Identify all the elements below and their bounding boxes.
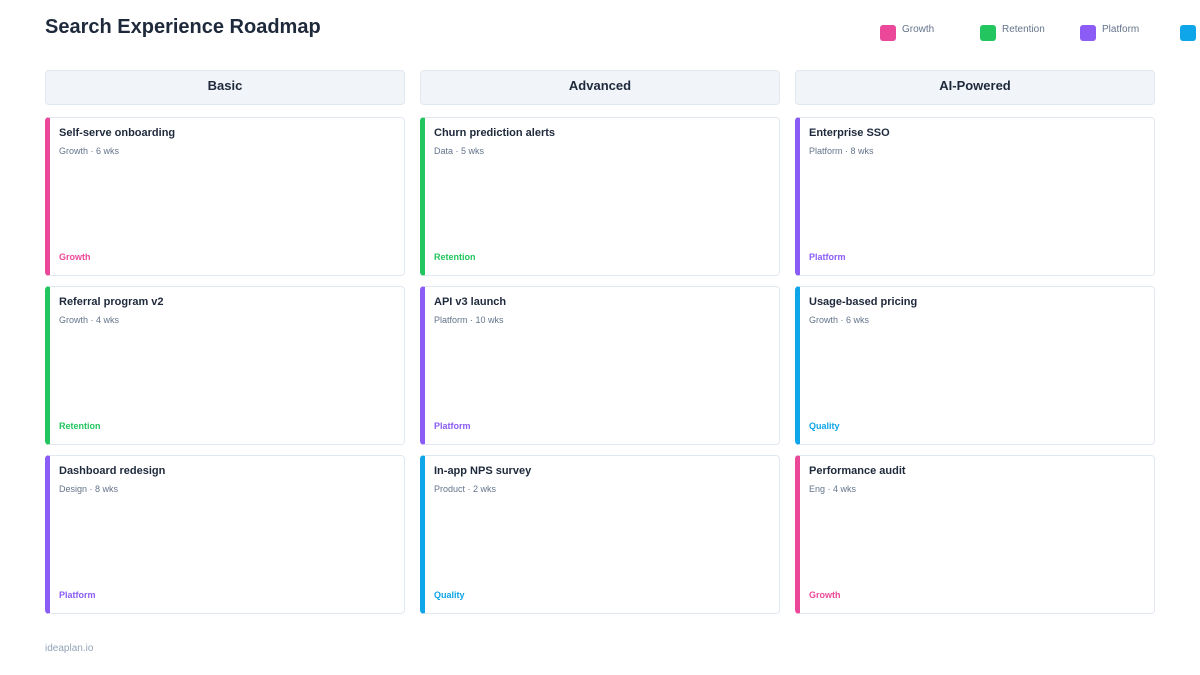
card-tag: Growth — [809, 590, 841, 600]
legend-item: Retention — [980, 24, 1080, 41]
card-meta: Design · 8 wks — [59, 484, 119, 494]
column-header: AI-Powered — [795, 70, 1155, 105]
card-title: Performance audit — [809, 465, 906, 477]
legend-swatch — [1180, 25, 1196, 41]
legend: Growth Retention Platform — [880, 24, 1200, 41]
column-ai-powered: AI-Powered Enterprise SSO Platform · 8 w… — [795, 70, 1155, 614]
card-tag: Retention — [434, 252, 476, 262]
roadmap-card[interactable]: API v3 launch Platform · 10 wks Platform — [420, 286, 780, 445]
card-title: Usage-based pricing — [809, 296, 918, 308]
card-tag: Growth — [59, 252, 91, 262]
card-tag: Platform — [809, 252, 846, 262]
card-meta: Data · 5 wks — [434, 146, 485, 156]
card-tag: Platform — [59, 590, 96, 600]
card-tag: Quality — [809, 421, 840, 431]
roadmap-card[interactable]: In-app NPS survey Product · 2 wks Qualit… — [420, 455, 780, 614]
legend-swatch — [980, 25, 996, 41]
card-meta: Growth · 6 wks — [59, 146, 120, 156]
footer-brand: ideaplan.io — [45, 643, 94, 654]
column-advanced: Advanced Churn prediction alerts Data · … — [420, 70, 780, 614]
roadmap-card[interactable]: Performance audit Eng · 4 wks Growth — [795, 455, 1155, 614]
card-title: Referral program v2 — [59, 296, 164, 308]
card-title: Dashboard redesign — [59, 465, 166, 477]
legend-swatch — [1080, 25, 1096, 41]
page-title: Search Experience Roadmap — [45, 16, 321, 38]
roadmap-card[interactable]: Dashboard redesign Design · 8 wks Platfo… — [45, 455, 405, 614]
legend-label: Retention — [1002, 24, 1045, 35]
card-tag: Platform — [434, 421, 471, 431]
roadmap-card[interactable]: Usage-based pricing Growth · 6 wks Quali… — [795, 286, 1155, 445]
legend-swatch — [880, 25, 896, 41]
roadmap-card[interactable]: Referral program v2 Growth · 4 wks Reten… — [45, 286, 405, 445]
card-meta: Platform · 10 wks — [434, 315, 504, 325]
card-title: Enterprise SSO — [809, 127, 890, 139]
legend-label: Platform — [1102, 24, 1140, 35]
card-title: In-app NPS survey — [434, 465, 532, 477]
roadmap-card[interactable]: Enterprise SSO Platform · 8 wks Platform — [795, 117, 1155, 276]
card-meta: Eng · 4 wks — [809, 484, 857, 494]
card-meta: Growth · 4 wks — [59, 315, 120, 325]
column-header: Advanced — [420, 70, 780, 105]
column-header: Basic — [45, 70, 405, 105]
card-meta: Product · 2 wks — [434, 484, 497, 494]
card-title: Churn prediction alerts — [434, 127, 556, 139]
card-meta: Growth · 6 wks — [809, 315, 870, 325]
card-title: API v3 launch — [434, 296, 507, 308]
card-meta: Platform · 8 wks — [809, 146, 874, 156]
column-basic: Basic Self-serve onboarding Growth · 6 w… — [45, 70, 405, 614]
card-title: Self-serve onboarding — [59, 127, 176, 139]
legend-item — [1180, 24, 1200, 41]
legend-item: Growth — [880, 24, 980, 41]
roadmap-card[interactable]: Self-serve onboarding Growth · 6 wks Gro… — [45, 117, 405, 276]
card-tag: Quality — [434, 590, 465, 600]
legend-label: Growth — [902, 24, 935, 35]
card-tag: Retention — [59, 421, 101, 431]
legend-item: Platform — [1080, 24, 1180, 41]
roadmap-card[interactable]: Churn prediction alerts Data · 5 wks Ret… — [420, 117, 780, 276]
